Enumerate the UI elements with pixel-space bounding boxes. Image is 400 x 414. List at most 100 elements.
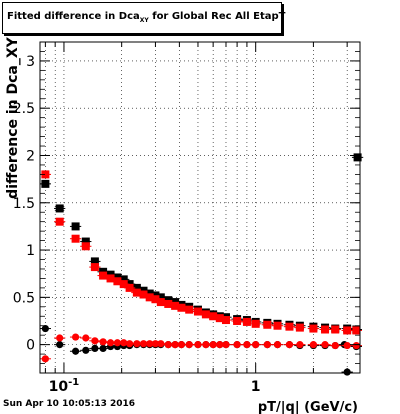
y-tick-label: 0.5 xyxy=(13,290,35,306)
chart-title-box: Fitted difference in DcaXY for Global Re… xyxy=(2,2,285,34)
red-circle-marker xyxy=(185,341,193,349)
red-square-marker xyxy=(113,277,122,286)
black-circle-marker xyxy=(71,347,80,355)
red-square-marker xyxy=(125,283,134,292)
red-circle-marker xyxy=(309,341,318,349)
black-square-marker xyxy=(132,283,141,292)
red-square-marker xyxy=(99,271,108,280)
red-circle-marker xyxy=(177,341,186,349)
red-circle-marker xyxy=(285,341,294,349)
x-axis-label: pT/|q| (GeV/c) xyxy=(258,400,358,414)
red-circle-marker xyxy=(209,341,217,349)
red-circle-marker xyxy=(233,341,241,349)
red-square-marker xyxy=(321,325,330,334)
data-points xyxy=(39,153,364,376)
red-square-marker xyxy=(221,316,230,325)
red-square-marker xyxy=(331,325,340,334)
red-circle-marker xyxy=(296,341,304,349)
black-circle-marker xyxy=(91,344,99,353)
red-square-marker xyxy=(119,280,128,289)
title-main: Fitted difference in Dca xyxy=(7,11,140,22)
red-square-marker xyxy=(151,295,160,304)
black-circle-marker xyxy=(82,346,90,354)
red-square-marker xyxy=(215,314,224,323)
red-square-marker xyxy=(106,274,115,283)
black-square-marker xyxy=(156,293,165,302)
x-tick-label: 10-1 xyxy=(49,377,80,395)
red-circle-marker xyxy=(273,341,282,349)
black-square-marker xyxy=(353,153,362,162)
red-circle-marker xyxy=(222,341,230,349)
red-square-marker xyxy=(309,324,318,333)
red-square-marker xyxy=(145,293,154,302)
red-circle-marker xyxy=(263,341,271,349)
red-circle-marker xyxy=(157,340,165,348)
plot-frame xyxy=(39,41,361,374)
red-circle-marker xyxy=(113,339,122,347)
y-axis-label: difference in Dca_XY xyxy=(5,36,21,198)
red-circle-marker xyxy=(56,334,64,342)
red-square-marker xyxy=(242,317,251,326)
red-circle-marker xyxy=(71,333,80,341)
red-square-marker xyxy=(41,170,50,179)
black-square-marker xyxy=(71,222,80,231)
red-square-marker xyxy=(156,298,165,307)
red-circle-marker xyxy=(146,340,154,348)
red-square-marker xyxy=(132,288,141,297)
red-circle-marker xyxy=(164,341,172,349)
y-tick-label: 2.5 xyxy=(13,101,35,117)
red-circle-marker xyxy=(343,341,351,350)
red-square-marker xyxy=(90,263,99,272)
title-subscript: XY xyxy=(139,17,149,24)
black-square-marker xyxy=(41,179,50,188)
y-tick-label: 2 xyxy=(26,148,35,164)
y-tick-label: 1 xyxy=(26,243,35,259)
red-circle-marker xyxy=(243,341,251,349)
red-square-marker xyxy=(71,234,80,243)
red-circle-marker xyxy=(352,341,360,350)
red-square-marker xyxy=(209,312,218,321)
red-circle-marker xyxy=(216,341,224,349)
red-square-marker xyxy=(273,321,282,330)
red-square-marker xyxy=(171,301,180,310)
red-square-marker xyxy=(55,217,64,226)
red-square-marker xyxy=(81,242,90,251)
red-square-marker xyxy=(343,326,352,335)
x-tick-label: 1 xyxy=(251,379,261,395)
red-square-marker xyxy=(177,303,186,312)
red-circle-marker xyxy=(41,355,49,363)
red-circle-marker xyxy=(202,341,210,349)
black-square-marker xyxy=(119,275,128,284)
series-1 xyxy=(39,170,362,335)
red-circle-marker xyxy=(99,338,107,346)
title-rest: for Global Rec All EtapT xyxy=(148,11,286,22)
red-square-marker xyxy=(233,316,242,325)
red-square-marker xyxy=(185,305,194,314)
chart-title: Fitted difference in DcaXY for Global Re… xyxy=(7,11,285,24)
red-circle-marker xyxy=(82,334,90,342)
red-square-marker xyxy=(251,319,260,328)
red-circle-marker xyxy=(139,340,148,348)
black-circle-marker xyxy=(99,344,107,353)
red-square-marker xyxy=(139,290,148,299)
footer-timestamp: Sun Apr 10 10:05:13 2016 xyxy=(3,399,136,409)
red-circle-marker xyxy=(252,341,260,349)
red-square-marker xyxy=(352,326,361,335)
red-circle-marker xyxy=(133,340,141,348)
red-circle-marker xyxy=(171,341,179,349)
red-square-marker xyxy=(201,310,210,319)
red-circle-marker xyxy=(331,341,339,350)
y-tick-label: 3 xyxy=(26,54,35,70)
black-square-marker xyxy=(81,237,90,246)
red-circle-marker xyxy=(120,339,128,347)
red-square-marker xyxy=(164,299,173,308)
red-circle-marker xyxy=(126,340,134,348)
red-circle-marker xyxy=(91,337,99,345)
x-tick-exponent: -1 xyxy=(68,377,79,388)
red-square-marker xyxy=(285,322,294,331)
y-tick-label: 1.5 xyxy=(13,196,35,212)
black-circle-marker xyxy=(41,324,49,333)
red-circle-marker xyxy=(106,339,115,347)
red-square-marker xyxy=(193,307,202,316)
black-square-marker xyxy=(55,204,64,213)
